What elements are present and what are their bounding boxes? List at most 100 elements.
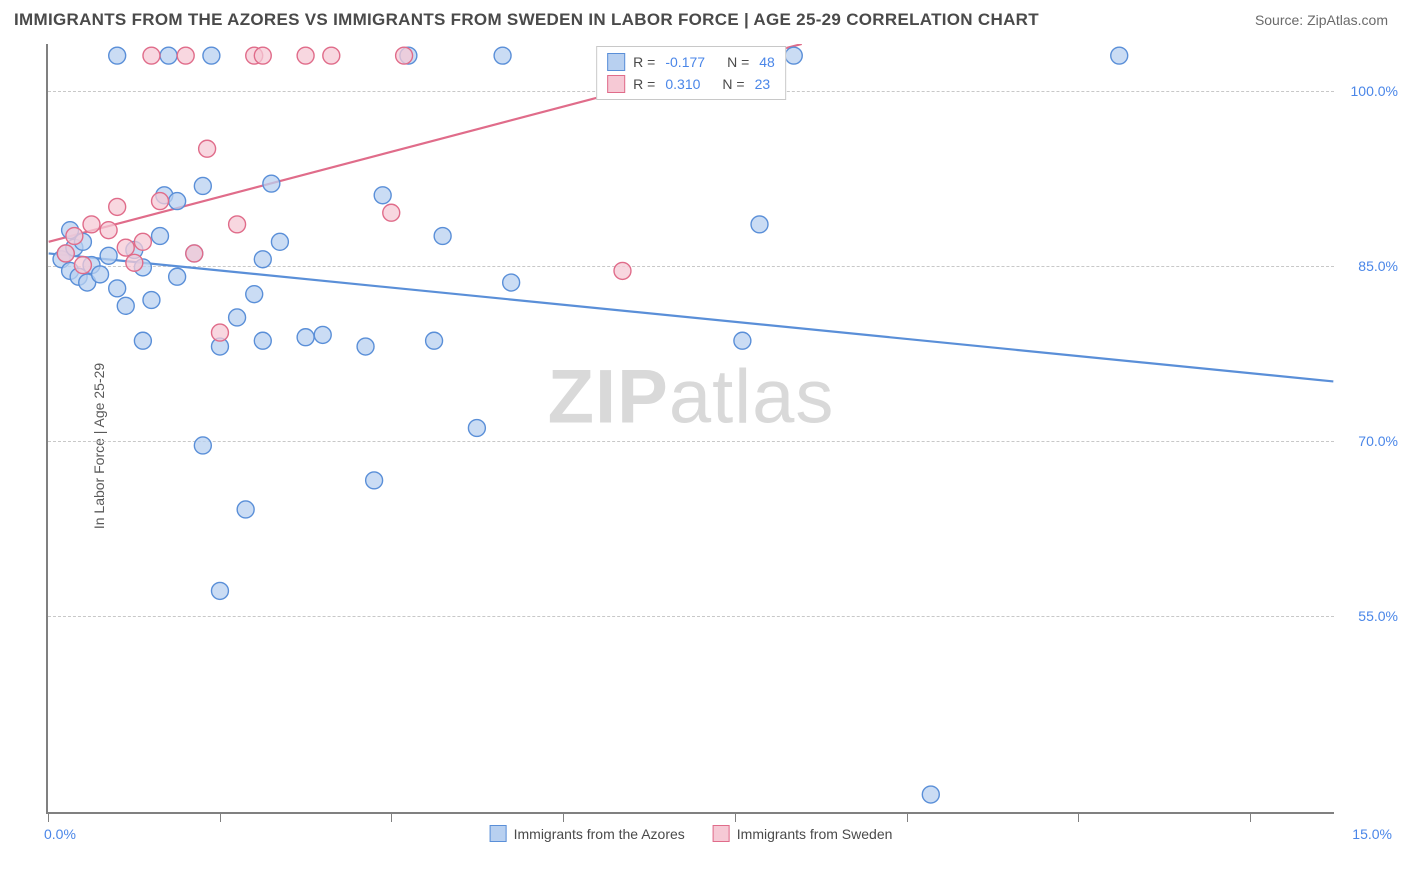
data-point-sweden (211, 324, 228, 341)
legend-row-sweden: R = 0.310 N = 23 (607, 73, 775, 95)
data-point-azores (468, 420, 485, 437)
x-tick (220, 812, 221, 822)
legend-row-azores: R = -0.177 N = 48 (607, 51, 775, 73)
data-point-sweden (143, 47, 160, 64)
data-point-sweden (177, 47, 194, 64)
data-point-sweden (74, 257, 91, 274)
legend-swatch-sweden (713, 825, 730, 842)
data-point-sweden (117, 239, 134, 256)
data-point-azores (297, 329, 314, 346)
data-point-sweden (383, 204, 400, 221)
data-point-azores (254, 332, 271, 349)
legend-swatch-azores (490, 825, 507, 842)
data-point-azores (152, 228, 169, 245)
data-point-sweden (134, 233, 151, 250)
r-label: R = (633, 54, 655, 70)
data-point-sweden (57, 245, 74, 262)
data-point-azores (229, 309, 246, 326)
n-value: 23 (755, 76, 771, 92)
scatter-svg (48, 44, 1334, 812)
n-label: N = (722, 76, 744, 92)
legend-label: Immigrants from the Azores (514, 826, 685, 842)
data-point-azores (426, 332, 443, 349)
r-label: R = (633, 76, 655, 92)
data-point-azores (271, 233, 288, 250)
x-tick (391, 812, 392, 822)
x-axis-min-label: 0.0% (44, 826, 76, 842)
data-point-azores (100, 247, 117, 264)
correlation-legend: R = -0.177 N = 48 R = 0.310 N = 23 (596, 46, 786, 100)
y-tick-label: 55.0% (1358, 608, 1398, 624)
data-point-azores (237, 501, 254, 518)
r-value: -0.177 (665, 54, 705, 70)
n-value: 48 (759, 54, 775, 70)
x-tick (907, 812, 908, 822)
data-point-sweden (323, 47, 340, 64)
chart-title: IMMIGRANTS FROM THE AZORES VS IMMIGRANTS… (14, 10, 1039, 30)
data-point-azores (922, 786, 939, 803)
x-tick (735, 812, 736, 822)
n-label: N = (727, 54, 749, 70)
data-point-sweden (254, 47, 271, 64)
data-point-azores (92, 266, 109, 283)
data-point-sweden (66, 228, 83, 245)
data-point-azores (751, 216, 768, 233)
data-point-azores (785, 47, 802, 64)
data-point-sweden (126, 254, 143, 271)
data-point-azores (494, 47, 511, 64)
series-legend: Immigrants from the Azores Immigrants fr… (490, 825, 893, 842)
data-point-sweden (199, 140, 216, 157)
data-point-azores (143, 292, 160, 309)
x-tick (48, 812, 49, 822)
data-point-azores (194, 437, 211, 454)
data-point-azores (117, 297, 134, 314)
data-point-azores (366, 472, 383, 489)
legend-item-azores: Immigrants from the Azores (490, 825, 685, 842)
data-point-azores (160, 47, 177, 64)
data-point-sweden (614, 262, 631, 279)
legend-swatch-sweden (607, 75, 625, 93)
data-point-azores (109, 280, 126, 297)
y-tick-label: 85.0% (1358, 258, 1398, 274)
data-point-azores (314, 326, 331, 343)
data-point-azores (109, 47, 126, 64)
header: IMMIGRANTS FROM THE AZORES VS IMMIGRANTS… (0, 0, 1406, 38)
x-tick (563, 812, 564, 822)
x-tick (1250, 812, 1251, 822)
data-point-azores (169, 193, 186, 210)
data-point-azores (169, 268, 186, 285)
legend-item-sweden: Immigrants from Sweden (713, 825, 893, 842)
chart-plot-area: ZIPatlas R = -0.177 N = 48 R = 0.310 N =… (46, 44, 1334, 814)
data-point-azores (734, 332, 751, 349)
source-value: ZipAtlas.com (1307, 12, 1388, 28)
data-point-sweden (396, 47, 413, 64)
data-point-azores (374, 187, 391, 204)
y-tick-label: 100.0% (1351, 83, 1398, 99)
r-value: 0.310 (665, 76, 700, 92)
data-point-azores (263, 175, 280, 192)
data-point-sweden (109, 198, 126, 215)
data-point-sweden (186, 245, 203, 262)
source-attribution: Source: ZipAtlas.com (1255, 12, 1388, 28)
data-point-sweden (100, 222, 117, 239)
data-point-sweden (83, 216, 100, 233)
x-tick (1078, 812, 1079, 822)
data-point-sweden (297, 47, 314, 64)
data-point-azores (211, 582, 228, 599)
data-point-sweden (229, 216, 246, 233)
source-label: Source: (1255, 12, 1303, 28)
data-point-azores (134, 332, 151, 349)
legend-label: Immigrants from Sweden (737, 826, 893, 842)
data-point-azores (203, 47, 220, 64)
data-point-azores (254, 251, 271, 268)
data-point-azores (246, 286, 263, 303)
data-point-azores (194, 177, 211, 194)
legend-swatch-azores (607, 53, 625, 71)
data-point-sweden (152, 193, 169, 210)
y-tick-label: 70.0% (1358, 433, 1398, 449)
data-point-azores (1111, 47, 1128, 64)
data-point-azores (503, 274, 520, 291)
data-point-azores (434, 228, 451, 245)
data-point-azores (357, 338, 374, 355)
x-axis-max-label: 15.0% (1352, 826, 1392, 842)
